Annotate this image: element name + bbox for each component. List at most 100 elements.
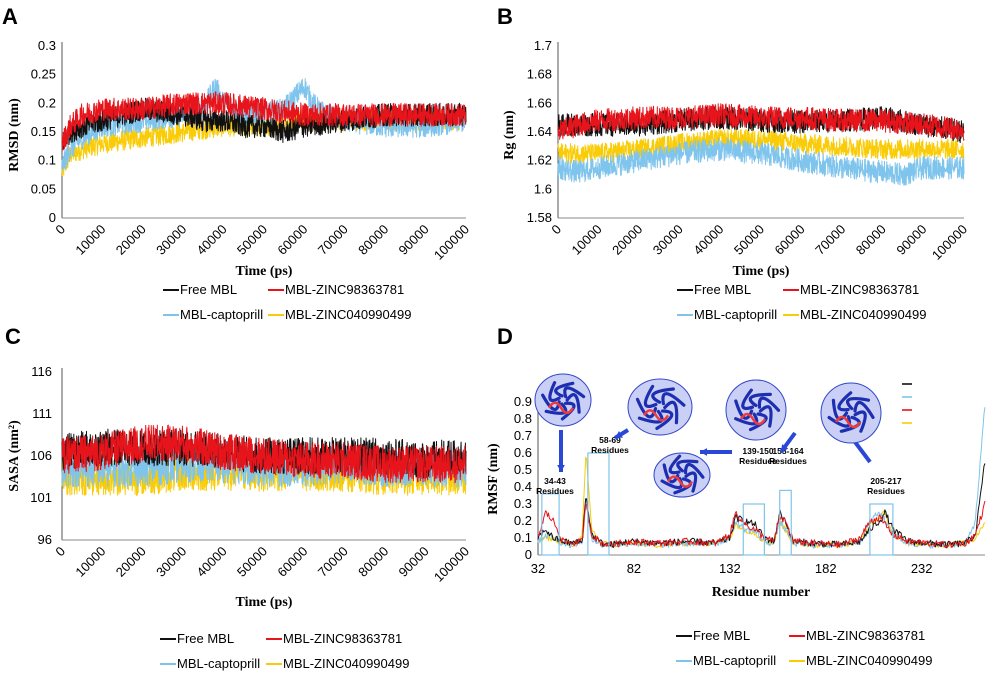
x-tick-label: 132 xyxy=(719,561,741,576)
panel-d: 0 0.1 0.2 0.3 0.4 0.5 0.6 0.7 0.8 0.9 32 82 132 182 23… xyxy=(486,373,986,668)
protein-highlight-region xyxy=(666,475,694,488)
protein-helix xyxy=(663,400,679,425)
panel-label-d: D xyxy=(497,324,513,349)
x-tick-label: 20000 xyxy=(113,544,149,580)
panel-b: 1.58 1.6 1.62 1.64 1.66 1.68 1.7 0 10000 20000 300… xyxy=(502,38,970,322)
y-tick-label: 0.3 xyxy=(514,496,532,511)
arrow-head xyxy=(557,464,565,472)
y-tick-label: 0.15 xyxy=(31,124,56,139)
legend-label: MBL-ZINC98363781 xyxy=(800,282,919,297)
y-tick-label: 1.6 xyxy=(534,181,552,196)
protein-structure-image xyxy=(627,378,693,436)
x-tick-label: 90000 xyxy=(396,222,432,258)
y-tick-label: 0.1 xyxy=(514,530,532,545)
annotation-residue-range: 205-217 xyxy=(870,476,901,486)
x-tick-label: 50000 xyxy=(731,222,767,258)
y-tick-label: 1.66 xyxy=(527,95,552,110)
legend-label: MBL-ZINC040990499 xyxy=(283,656,409,671)
x-tick-label: 100000 xyxy=(431,544,472,585)
series-line-mbl-zinc98363781 xyxy=(557,103,965,141)
protein-helix xyxy=(643,384,658,409)
legend-label: Free MBL xyxy=(180,282,237,297)
legend-label: MBL-ZINC040990499 xyxy=(806,653,932,668)
y-tick-label: 96 xyxy=(38,532,52,547)
y-tick-label: 106 xyxy=(30,448,52,463)
chart-layer: 00.050.10.150.20.250.30 10000 20000 30000 40… xyxy=(7,38,986,671)
protein-highlight-region xyxy=(642,409,670,422)
x-tick-label: 10000 xyxy=(72,544,108,580)
y-tick-label: 1.62 xyxy=(527,153,552,168)
x-tick-label: 90000 xyxy=(893,222,929,258)
legend-entry: MBL-captoprill xyxy=(160,656,260,671)
legend-label: MBL-captoprill xyxy=(177,656,260,671)
protein-surface xyxy=(820,382,882,444)
y-tick-label: 0.2 xyxy=(38,95,56,110)
y-axis-title: Rg (nm) xyxy=(502,110,517,160)
x-axis-title: Time (ps) xyxy=(733,264,790,279)
y-axis-title: RMSF (nm) xyxy=(486,443,501,515)
protein-helix xyxy=(637,409,664,424)
x-tick-label: 10000 xyxy=(569,222,605,258)
panel-label-c: C xyxy=(5,324,21,349)
legend-entry: MBL-ZINC98363781 xyxy=(268,282,404,297)
arrow-head xyxy=(700,448,708,456)
x-axis-title: Time (ps) xyxy=(236,595,293,610)
y-tick-label: 1.58 xyxy=(527,210,552,225)
highlight-box xyxy=(779,489,792,556)
x-tick-label: 32 xyxy=(531,561,545,576)
legend-label: MBL-ZINC98363781 xyxy=(806,628,925,643)
y-tick-label: 0.5 xyxy=(514,462,532,477)
legend-label: Free MBL xyxy=(693,628,750,643)
y-tick-label: 1.64 xyxy=(527,124,552,139)
legend-label: MBL-ZINC040990499 xyxy=(800,307,926,322)
protein-helix xyxy=(741,388,754,410)
panel-c: 96 101 106 111 116 0 10000 20000 30000 40000 50000… xyxy=(7,364,472,671)
protein-helix xyxy=(683,463,705,479)
legend-label: MBL-ZINC98363781 xyxy=(283,631,402,646)
x-tick-label: 40000 xyxy=(690,222,726,258)
y-tick-label: 0.3 xyxy=(38,38,56,53)
annotation-residue-range: 34-43 xyxy=(544,476,566,486)
x-tick-label: 60000 xyxy=(772,222,808,258)
protein-helix xyxy=(827,415,852,428)
x-tick-label: 60000 xyxy=(274,222,310,258)
x-tick-label: 82 xyxy=(627,561,641,576)
y-tick-label: 0.9 xyxy=(514,394,532,409)
protein-helix xyxy=(684,471,698,493)
legend-entry: Free MBL xyxy=(163,282,237,297)
x-tick-label: 80000 xyxy=(355,544,391,580)
legend-entry: Free MBL xyxy=(676,628,750,643)
protein-helix xyxy=(651,387,675,404)
legend-entry: MBL-ZINC040990499 xyxy=(783,307,926,322)
protein-helix xyxy=(748,412,768,432)
legend-entry: MBL-ZINC98363781 xyxy=(783,282,919,297)
protein-helix xyxy=(853,410,867,433)
x-tick-label: 90000 xyxy=(396,544,432,580)
protein-helix xyxy=(734,412,759,426)
protein-helix xyxy=(734,399,754,420)
annotation-residue-word: Residues xyxy=(769,456,807,466)
x-tick-label: 50000 xyxy=(234,222,270,258)
protein-helix xyxy=(676,459,699,473)
y-tick-label: 0 xyxy=(49,210,56,225)
x-tick-label: 30000 xyxy=(650,222,686,258)
protein-helix xyxy=(758,405,773,428)
protein-helix xyxy=(748,392,772,408)
series-line-mbl-zinc98363781 xyxy=(537,500,986,549)
x-tick-label: 10000 xyxy=(72,222,108,258)
y-tick-label: 0.1 xyxy=(38,153,56,168)
legend-entry: MBL-ZINC98363781 xyxy=(789,628,925,643)
legend-entry: Free MBL xyxy=(677,282,751,297)
y-tick-label: 0.4 xyxy=(514,479,532,494)
protein-helix xyxy=(655,409,674,430)
legend-label: MBL-captoprill xyxy=(694,307,777,322)
protein-highlight-region xyxy=(834,415,862,429)
legend-label: Free MBL xyxy=(177,631,234,646)
panel-label-b: B xyxy=(497,4,513,29)
protein-helix xyxy=(757,396,781,412)
protein-helix xyxy=(548,381,561,403)
highlight-box xyxy=(742,503,765,556)
protein-structure-image xyxy=(534,373,592,427)
protein-structure-image xyxy=(725,379,787,441)
protein-helix xyxy=(563,386,586,399)
